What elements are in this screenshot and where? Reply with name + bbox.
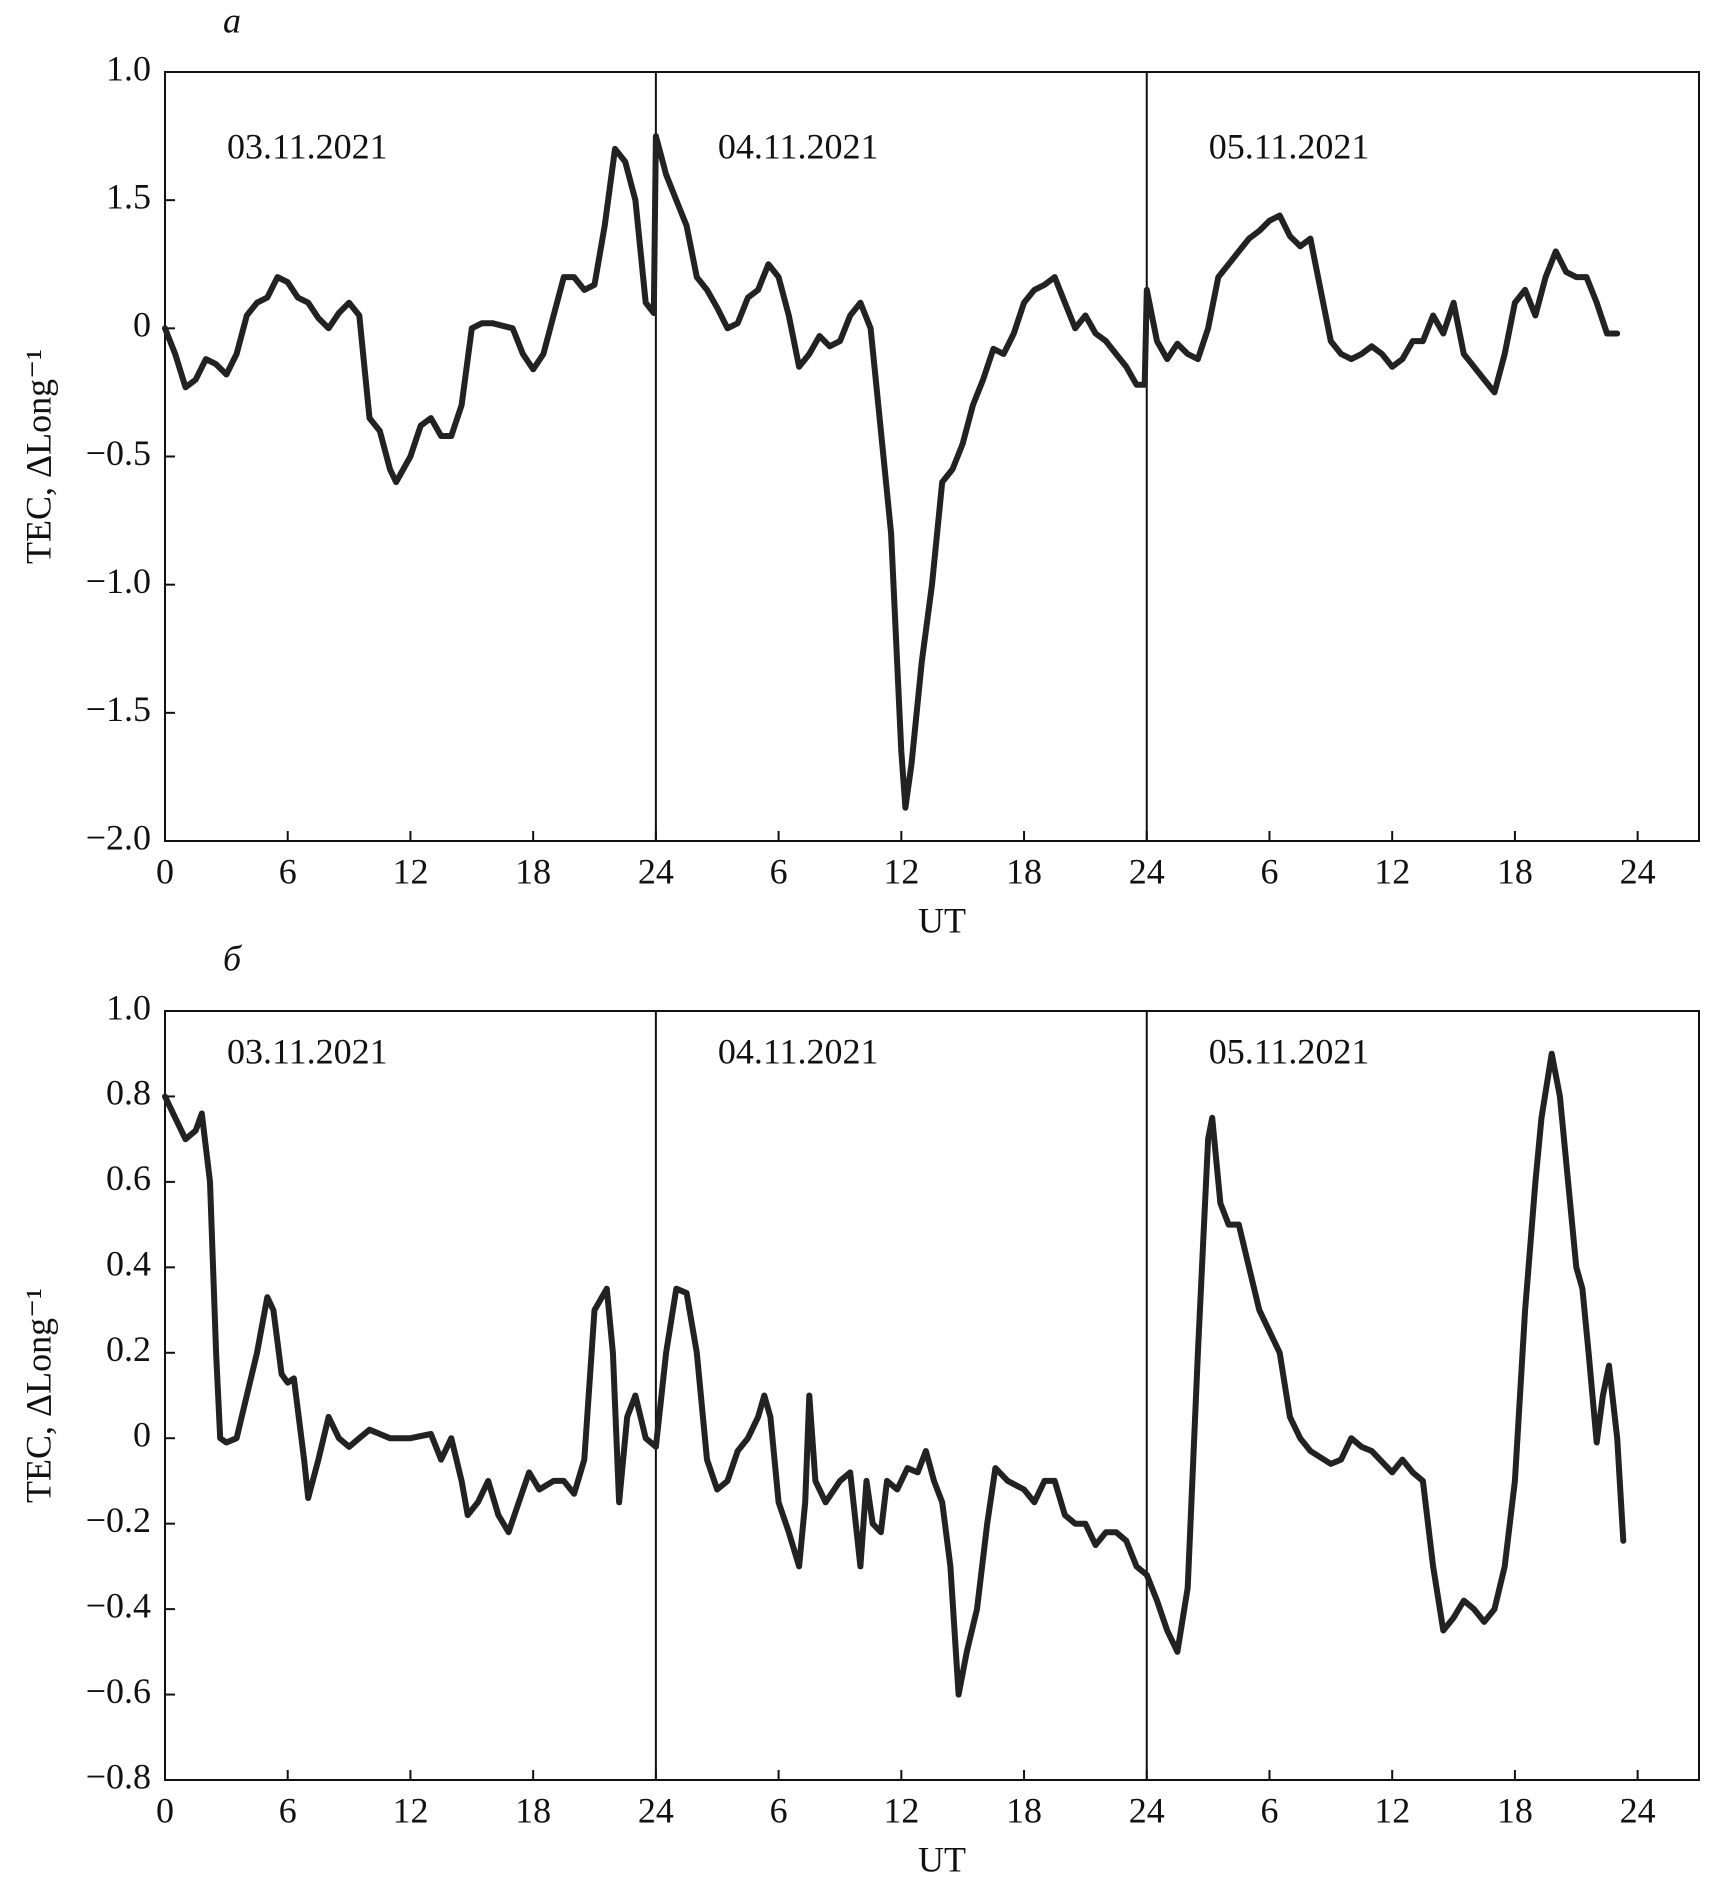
- x-tick-label: 6: [770, 851, 788, 891]
- y-tick-label: 0.6: [106, 1158, 151, 1198]
- date-label: 04.11.2021: [718, 126, 879, 166]
- y-tick-label: −1.0: [86, 561, 151, 601]
- date-label: 05.11.2021: [1209, 126, 1370, 166]
- y-tick-label: −0.4: [86, 1585, 151, 1625]
- date-label: 04.11.2021: [718, 1031, 879, 1071]
- date-label: 03.11.2021: [227, 126, 388, 166]
- x-tick-label: 6: [279, 1790, 297, 1830]
- data-line: [162, 133, 1621, 811]
- y-tick-label: 0.2: [106, 1329, 151, 1369]
- x-tick-label: 6: [279, 851, 297, 891]
- x-tick-label: 0: [156, 1790, 174, 1830]
- y-tick-label: 0.8: [106, 1073, 151, 1113]
- x-tick-label: 12: [883, 851, 919, 891]
- x-tick-label: 18: [515, 851, 551, 891]
- y-tick-label: 1.0: [106, 48, 151, 88]
- y-tick-label: −0.8: [86, 1756, 151, 1796]
- x-tick-label: 24: [638, 1790, 674, 1830]
- x-axis-label: UT: [918, 1839, 966, 1879]
- y-tick-label: −0.6: [86, 1671, 151, 1711]
- x-tick-label: 12: [1374, 851, 1410, 891]
- x-tick-label: 6: [770, 1790, 788, 1830]
- y-tick-label: 1.5: [106, 176, 151, 216]
- x-tick-label: 18: [1006, 851, 1042, 891]
- x-tick-label: 24: [1620, 851, 1656, 891]
- plot-frame: [164, 1010, 1700, 1781]
- date-label: 05.11.2021: [1209, 1031, 1370, 1071]
- y-tick-label: −0.2: [86, 1500, 151, 1540]
- y-tick-label: 0: [133, 1414, 151, 1454]
- panel-label: а: [223, 0, 241, 40]
- y-axis-label: TEC, ΔLong⁻¹: [18, 1288, 58, 1503]
- y-tick-label: 0: [133, 305, 151, 345]
- x-tick-label: 12: [392, 1790, 428, 1830]
- x-tick-label: 24: [1129, 1790, 1165, 1830]
- x-tick-label: 0: [156, 851, 174, 891]
- x-tick-label: 12: [1374, 1790, 1410, 1830]
- y-tick-label: −1.5: [86, 689, 151, 729]
- x-tick-label: 6: [1260, 1790, 1278, 1830]
- x-tick-label: 24: [1129, 851, 1165, 891]
- data-line: [162, 1050, 1627, 1698]
- x-tick-label: 18: [1497, 1790, 1533, 1830]
- x-tick-label: 18: [1006, 1790, 1042, 1830]
- x-tick-label: 24: [1620, 1790, 1656, 1830]
- x-tick-label: 18: [1497, 851, 1533, 891]
- y-tick-label: 0.4: [106, 1244, 151, 1284]
- x-axis-label: UT: [918, 900, 966, 940]
- plot-frame: [164, 71, 1700, 842]
- y-tick-label: 1.0: [106, 987, 151, 1027]
- y-tick-label: −0.5: [86, 433, 151, 473]
- x-tick-label: 12: [883, 1790, 919, 1830]
- x-tick-label: 24: [638, 851, 674, 891]
- x-tick-label: 18: [515, 1790, 551, 1830]
- x-tick-label: 12: [392, 851, 428, 891]
- x-tick-label: 6: [1260, 851, 1278, 891]
- y-axis-label: TEC, ΔLong⁻¹: [18, 349, 58, 564]
- date-label: 03.11.2021: [227, 1031, 388, 1071]
- panel-label: б: [223, 938, 243, 978]
- y-tick-label: −2.0: [86, 817, 151, 857]
